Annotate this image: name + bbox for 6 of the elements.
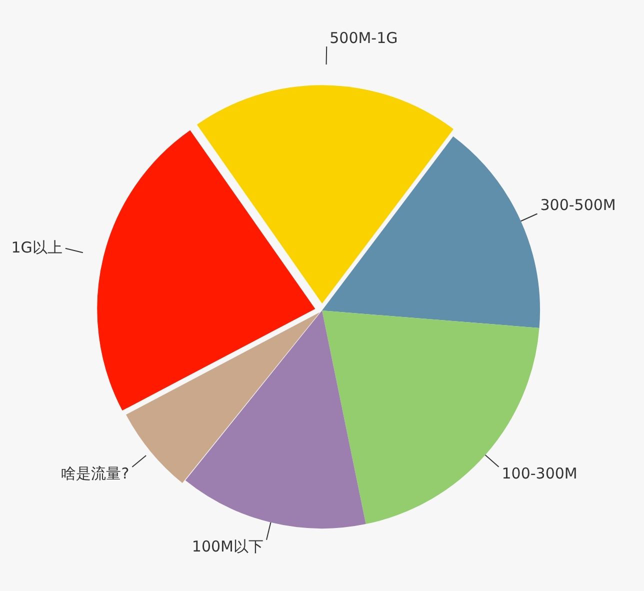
- slice-label: 啥是流量?: [61, 464, 130, 482]
- slice-label: 100-300M: [502, 464, 578, 482]
- slice-label: 500M-1G: [330, 28, 398, 47]
- slice-label: 100M以下: [192, 537, 264, 556]
- slice-label: 300-500M: [540, 196, 616, 214]
- slice-label: 1G以上: [11, 238, 62, 256]
